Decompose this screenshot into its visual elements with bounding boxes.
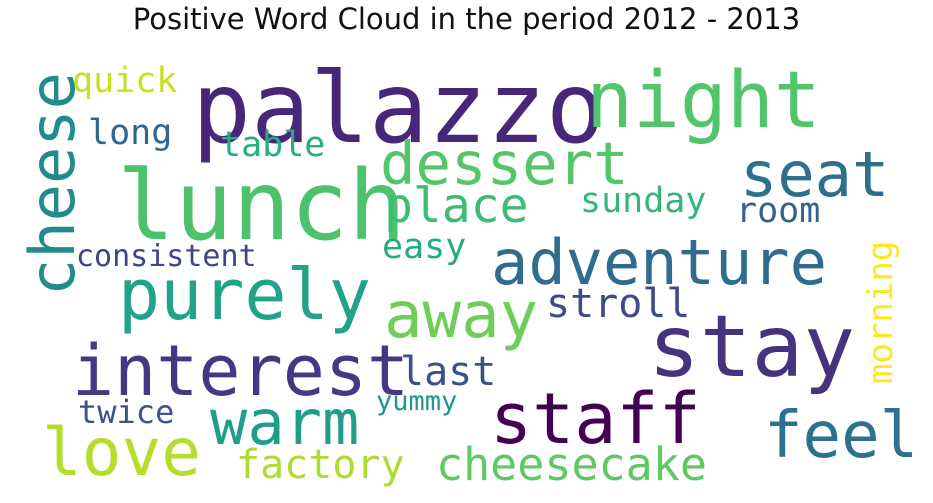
word-seat: seat <box>740 138 890 211</box>
word-cheese: cheese <box>16 72 89 296</box>
word-dessert: dessert <box>380 129 629 198</box>
chart-title: Positive Word Cloud in the period 2012 -… <box>132 2 801 36</box>
word-long: long <box>88 113 173 153</box>
word-sunday: sunday <box>580 181 707 221</box>
word-away: away <box>384 279 539 353</box>
word-factory: factory <box>236 442 405 488</box>
word-last: last <box>400 349 497 395</box>
word-yummy: yummy <box>376 386 458 417</box>
word-stroll: stroll <box>546 281 691 327</box>
word-love: love <box>42 414 201 491</box>
word-consistent: consistent <box>76 239 257 274</box>
word-room: room <box>736 191 821 231</box>
word-stay: stay <box>648 297 856 397</box>
word-place: place <box>384 178 529 234</box>
word-palazzo: palazzo <box>192 52 606 166</box>
word-warm: warm <box>210 386 360 459</box>
word-staff: staff <box>490 378 701 460</box>
word-morning: morning <box>861 240 901 384</box>
word-twice: twice <box>78 393 175 431</box>
word-feel: feel <box>764 399 919 473</box>
word-easy: easy <box>382 227 467 267</box>
word-interest: interest <box>72 330 410 412</box>
word-quick: quick <box>72 61 178 101</box>
word-lunch: lunch <box>117 150 406 262</box>
word-purely: purely <box>118 254 371 336</box>
word-night: night <box>586 56 821 146</box>
word-cheesecake: cheesecake <box>436 438 707 491</box>
word-table: table <box>220 125 326 165</box>
word-adventure: adventure <box>491 226 827 299</box>
